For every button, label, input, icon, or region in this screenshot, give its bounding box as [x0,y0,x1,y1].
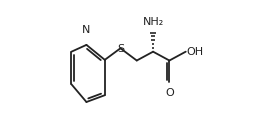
Text: OH: OH [186,47,204,57]
Text: O: O [165,88,174,98]
Text: N: N [82,25,91,35]
Text: S: S [117,44,124,54]
Text: NH₂: NH₂ [143,17,164,27]
